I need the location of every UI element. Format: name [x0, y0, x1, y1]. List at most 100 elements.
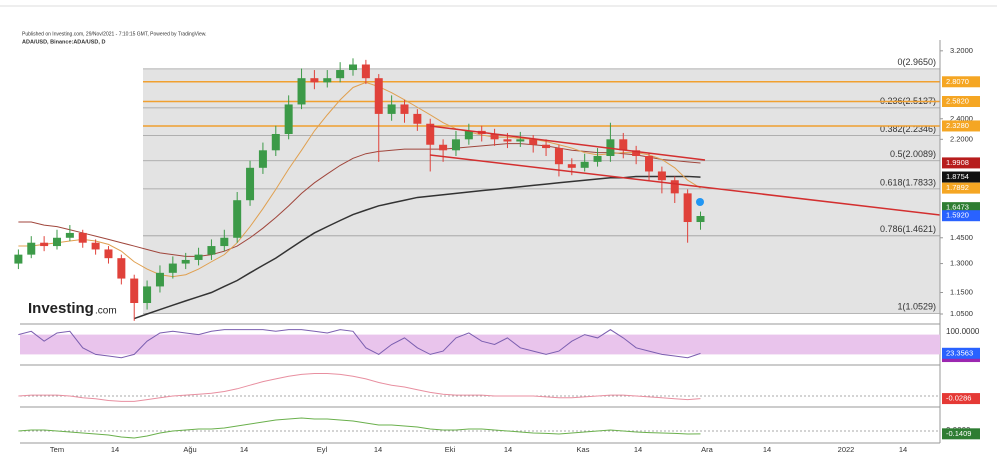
y-tick-label: 2.2000: [950, 134, 973, 143]
y-tick-label: 2.4000: [950, 114, 973, 123]
candle-body: [451, 139, 460, 151]
moving-average: [18, 81, 701, 278]
candle-body: [53, 237, 61, 247]
price-tag: [942, 96, 980, 108]
candle-body: [91, 242, 100, 250]
indicator-tag-label: -0.1409: [946, 429, 971, 438]
price-tag-label: 1.7892: [946, 183, 969, 192]
x-tick-label: 14: [634, 445, 642, 454]
x-tick-label: 2022: [838, 445, 855, 454]
candle-body: [413, 113, 422, 124]
indicator-tag: [942, 347, 980, 359]
price-tag: [942, 182, 980, 194]
indicator-tag-label: 100.0000: [946, 327, 980, 336]
fib-label: 0(2.9650): [897, 57, 936, 67]
fib-area: [143, 68, 940, 314]
moving-average: [133, 175, 701, 320]
candle-body: [619, 139, 628, 151]
indicator-line: [18, 417, 701, 439]
candle-body: [27, 242, 36, 255]
candle-body: [336, 70, 345, 79]
price-tag-label: 2.8070: [946, 77, 969, 86]
price-tag: [942, 202, 980, 214]
x-tick-label: Eki: [445, 445, 456, 454]
y-tick-label: 3.2000: [950, 46, 973, 55]
candle-body: [104, 249, 113, 259]
candle-body: [645, 155, 654, 172]
moving-average: [18, 143, 701, 257]
price-tag-label: 1.5920: [946, 211, 969, 220]
price-tag: [942, 171, 980, 183]
price-tag-label: 1.6473: [946, 203, 969, 212]
candle-body: [181, 259, 190, 264]
candle-body: [117, 258, 126, 279]
indicator-band: [20, 334, 940, 355]
candle-body: [670, 180, 679, 194]
x-tick-label: Tem: [50, 445, 64, 454]
candle-body: [349, 64, 358, 71]
candle-body: [696, 216, 705, 223]
trend-line: [429, 125, 706, 161]
candle-body: [593, 155, 602, 162]
fib-label: 0.382(2.2346): [880, 124, 936, 134]
fib-label: 0.786(1.4621): [880, 224, 936, 234]
price-tag: [942, 76, 980, 88]
candle-body: [155, 272, 164, 287]
candle-body: [464, 130, 473, 140]
candle-body: [297, 78, 306, 105]
candle-body: [284, 104, 293, 135]
candle-body: [310, 78, 319, 83]
price-tag-label: 1.9908: [946, 158, 969, 167]
candle-body: [207, 246, 216, 255]
price-tag-label: 2.3280: [946, 121, 969, 130]
x-tick-label: Eyl: [317, 445, 328, 454]
candle-body: [580, 161, 589, 168]
logo-suffix: .com: [95, 306, 117, 317]
price-tag: [942, 210, 980, 222]
x-tick-label: Ağu: [183, 445, 196, 454]
y-tick-label: 1.3000: [950, 259, 973, 268]
candle-body: [657, 171, 666, 181]
candle-body: [246, 167, 255, 201]
price-tag-label: 1.8754: [946, 172, 969, 181]
candle-body: [14, 254, 23, 264]
x-tick-label: 14: [899, 445, 907, 454]
fib-label: 1(1.0529): [897, 302, 936, 312]
price-tag: [942, 120, 980, 132]
logo: Investing: [28, 300, 94, 317]
candle-body: [168, 263, 177, 273]
y-tick-label: 1.0500: [950, 309, 973, 318]
price-tag-label: 2.5820: [946, 96, 969, 105]
price-tag: [942, 157, 980, 169]
x-tick-label: 14: [111, 445, 119, 454]
indicator-line: [18, 329, 701, 359]
indicator-tag-label: -0.0286: [946, 394, 971, 403]
candle-body: [400, 104, 409, 114]
candle-body: [233, 200, 242, 238]
indicator-tag-label: 23.3563: [946, 348, 973, 357]
candle-body: [426, 123, 435, 145]
candle-body: [542, 144, 551, 149]
x-tick-label: 14: [504, 445, 512, 454]
candle-body: [194, 254, 203, 260]
candle-body: [529, 139, 538, 145]
candle-body: [40, 242, 49, 247]
candle-body: [258, 150, 267, 168]
candle-body: [220, 237, 229, 247]
fib-label: 0.618(1.7833): [880, 177, 936, 187]
candle-body: [567, 164, 576, 168]
x-tick-label: 14: [240, 445, 248, 454]
candle-body: [271, 134, 280, 151]
candle-body: [554, 148, 563, 165]
candle-body: [130, 278, 139, 304]
candle-body: [516, 139, 525, 142]
indicator-line: [18, 373, 701, 402]
marker: [696, 198, 704, 206]
candle-body: [632, 150, 641, 156]
symbol: ADA/USD, Binance:ADA/USD, D: [22, 39, 105, 45]
x-tick-label: 14: [374, 445, 382, 454]
price-panel: 0(2.9650)0.236(2.5137)0.382(2.2346)0.5(2…: [14, 57, 940, 321]
candle-body: [323, 78, 332, 83]
candle-body: [143, 286, 152, 304]
